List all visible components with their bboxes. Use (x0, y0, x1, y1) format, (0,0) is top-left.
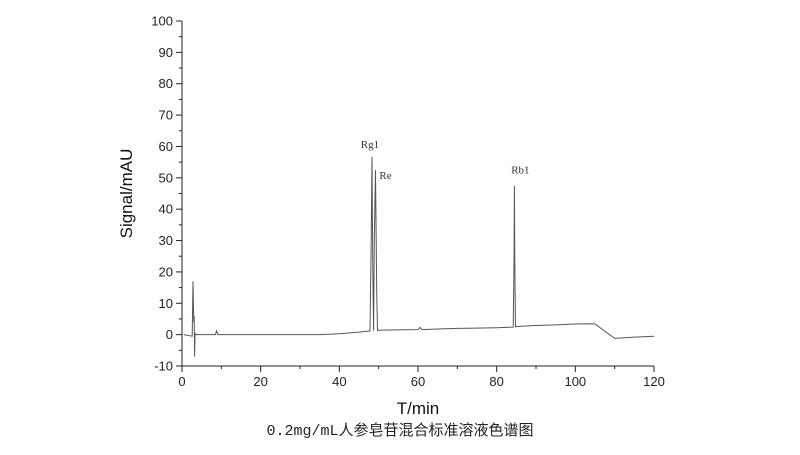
peak-label: Re (379, 170, 391, 182)
y-tick-label: 0 (166, 327, 173, 342)
y-tick-label: 30 (159, 233, 173, 248)
y-tick-label: 100 (151, 14, 173, 29)
y-tick-label: -10 (154, 359, 173, 374)
peak-label: Rb1 (511, 165, 529, 177)
y-tick-label: 90 (159, 45, 173, 60)
y-tick-label: 60 (159, 139, 173, 154)
y-tick-label: 20 (159, 264, 173, 279)
x-tick-label: 100 (564, 374, 586, 389)
peak-label: Rg1 (361, 139, 379, 151)
signal-trace (183, 156, 655, 357)
x-tick-label: 40 (332, 374, 346, 389)
x-tick-label: 20 (253, 374, 267, 389)
y-tick-label: 10 (159, 296, 173, 311)
y-tick-label: 40 (159, 202, 173, 217)
x-tick-label: 80 (489, 374, 503, 389)
x-tick-label: 0 (178, 374, 185, 389)
y-tick-label: 70 (159, 108, 173, 123)
y-tick-label: 50 (159, 170, 173, 185)
x-axis-label: T/min (397, 399, 440, 418)
x-tick-label: 120 (643, 374, 665, 389)
y-tick-label: 80 (159, 76, 173, 91)
figure-caption: 0.2mg/mL人参皂苷混合标准溶液色谱图 (266, 423, 534, 440)
y-axis-label: Signal/mAU (117, 149, 136, 239)
x-tick-label: 60 (411, 374, 425, 389)
